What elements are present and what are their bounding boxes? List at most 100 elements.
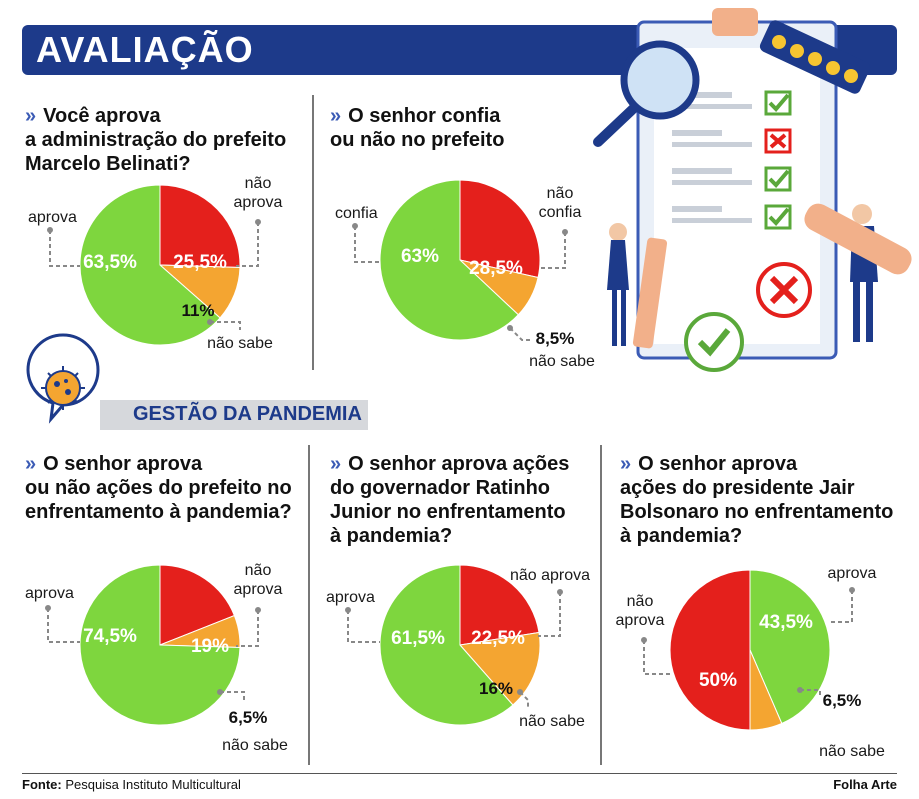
pie-chart-5: 43,5% 50% 6,5% aprova não aprova não sabe: [616, 565, 885, 760]
leader-line: [643, 640, 670, 675]
pie-value-label: 63%: [401, 246, 439, 267]
question-line: à pandemia?: [620, 525, 743, 547]
virus-icon: [26, 333, 100, 424]
leader-line: [236, 610, 259, 647]
section-bar: [100, 400, 368, 430]
section-title: GESTÃO DA PANDEMIA: [133, 403, 362, 425]
source-text: Pesquisa Instituto Multicultural: [65, 777, 241, 792]
clipboard-checklist-icon: [593, 8, 912, 372]
leader-line: [519, 691, 529, 708]
double-chevron-icon: »: [330, 105, 341, 127]
question-3: » O senhor aprova ou não ações do prefeit…: [25, 452, 292, 524]
leader-line: [538, 592, 561, 637]
column-divider: [312, 95, 314, 370]
pie-slice-não-confia: [459, 179, 541, 279]
pie-value-label: 74,5%: [83, 626, 137, 647]
leader-dot: [507, 325, 513, 331]
pie-slice-aprova: [79, 184, 221, 346]
leader-dot: [345, 607, 351, 613]
pie-slice-não-aprova: [159, 184, 241, 269]
leader-line: [354, 226, 382, 263]
leader-dot: [217, 689, 223, 695]
leader-line: [47, 608, 80, 643]
pie-slice-não-aprova: [459, 564, 540, 646]
question-line: O senhor aprova: [638, 453, 798, 475]
leader-line: [509, 327, 530, 341]
leader-dot: [207, 319, 213, 325]
pie-chart-3: 74,5% 19% 6,5% aprova não aprova não sabe: [25, 562, 288, 754]
leader-dot: [797, 687, 803, 693]
question-line: O senhor aprova: [43, 453, 203, 475]
leader-dot: [517, 689, 523, 695]
pie-category-label: não: [547, 185, 574, 202]
leader-line: [347, 610, 380, 643]
leader-dot: [45, 605, 51, 611]
pie-value-label: 6,5%: [823, 691, 862, 710]
question-line: Bolsonaro no enfrentamento: [620, 501, 894, 523]
leader-line: [828, 590, 853, 623]
pie-category-label: não sabe: [519, 713, 585, 730]
question-line: Marcelo Belinati?: [25, 153, 191, 175]
double-chevron-icon: »: [330, 453, 341, 475]
question-line: ou não no prefeito: [330, 129, 505, 151]
pie-category-label: aprova: [828, 565, 877, 582]
pie-value-label: 50%: [699, 670, 737, 691]
pie-slice-não-aprova: [159, 564, 236, 646]
pie-category-label: aprova: [326, 589, 375, 606]
leader-dot: [255, 219, 261, 225]
pie-category-label: não: [245, 175, 272, 192]
pie-chart-1: 63,5% 25,5% 11% aprova não aprova não sabe: [28, 175, 283, 352]
source-label: Fonte:: [22, 777, 62, 792]
question-line: à pandemia?: [330, 525, 453, 547]
column-divider: [308, 445, 310, 765]
pie-value-label: 25,5%: [173, 252, 227, 273]
pie-slice-aprova: [749, 569, 831, 725]
pie-category-label: aprova: [25, 585, 74, 602]
leader-dot: [352, 223, 358, 229]
column-divider: [600, 445, 602, 765]
pie-category-label: não: [627, 593, 654, 610]
pie-category-label: não aprova: [510, 567, 590, 584]
leader-dot: [849, 587, 855, 593]
question-line: enfrentamento à pandemia?: [25, 501, 292, 523]
pie-value-label: 8,5%: [536, 329, 575, 348]
pie-category-label: não sabe: [207, 335, 273, 352]
pie-value-label: 6,5%: [229, 708, 268, 727]
question-line: a administração do prefeito: [25, 129, 287, 151]
pie-value-label: 19%: [191, 636, 229, 657]
pie-category-label: não sabe: [529, 353, 595, 370]
page-title: AVALIAÇÃO: [36, 29, 254, 70]
pie-value-label: 43,5%: [759, 612, 813, 633]
question-2: » O senhor confia ou não no prefeito: [330, 104, 504, 152]
pie-category-label: aprova: [28, 209, 77, 226]
double-chevron-icon: »: [25, 453, 36, 475]
pie-chart-2: 63% 28,5% 8,5% confia não confia não sabe: [335, 179, 595, 370]
question-line: ações do presidente Jair: [620, 477, 855, 499]
footer-source: Fonte: Pesquisa Instituto Multicultural: [22, 777, 241, 792]
pie-category-label: não: [245, 562, 272, 579]
double-chevron-icon: »: [620, 453, 631, 475]
pie-category-label: aprova: [234, 581, 283, 598]
leader-line: [210, 321, 241, 330]
question-5: » O senhor aprova ações do presidente Jai…: [620, 452, 893, 548]
pie-category-label: confia: [539, 204, 582, 221]
leader-line: [49, 230, 80, 267]
leader-dot: [557, 589, 563, 595]
pie-value-label: 11%: [181, 301, 214, 320]
pie-category-label: não sabe: [222, 737, 288, 754]
pie-value-label: 61,5%: [391, 628, 445, 649]
leader-line: [236, 222, 259, 267]
question-line: Você aprova: [43, 105, 161, 127]
pie-category-label: aprova: [616, 612, 665, 629]
pie-chart-4: 61,5% 22,5% 16% aprova não aprova não sabe: [326, 564, 590, 730]
question-line: O senhor aprova ações: [348, 453, 570, 475]
leader-line: [540, 232, 566, 269]
footer-credit: Folha Arte: [833, 777, 897, 792]
footer-rule: [22, 773, 897, 774]
pie-category-label: não sabe: [819, 743, 885, 760]
pie-slice-confia: [379, 179, 520, 341]
question-line: ou não ações do prefeito no: [25, 477, 292, 499]
question-line: Junior no enfrentamento: [330, 501, 566, 523]
pie-category-label: confia: [335, 205, 378, 222]
